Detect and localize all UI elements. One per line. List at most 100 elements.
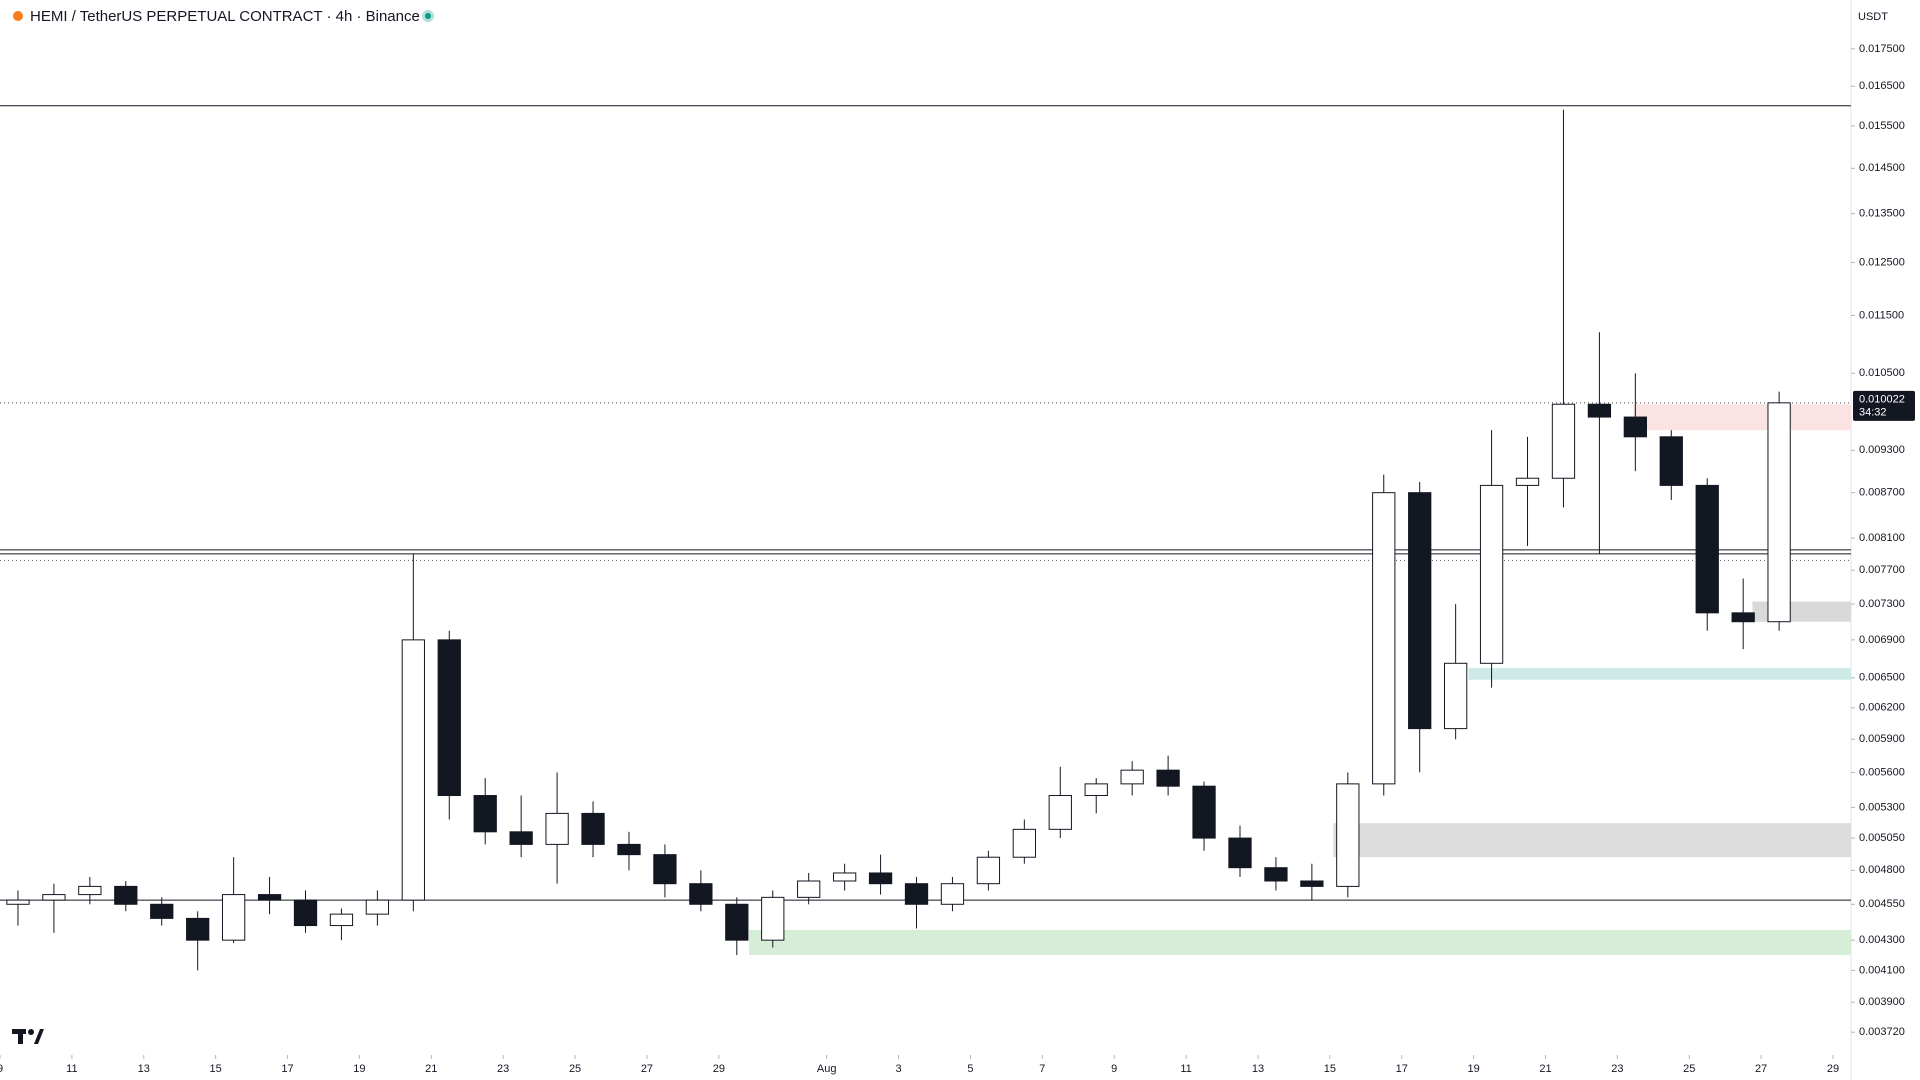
candle-body [221,894,246,941]
candle-body [1192,785,1216,839]
y-tick-label: 0.004550 [1859,898,1905,910]
x-tick-label: 27 [641,1063,653,1075]
chart-title: HEMI / TetherUS PERPETUAL CONTRACT · 4h … [30,8,420,25]
candle-body [940,883,965,905]
zone [1468,668,1851,680]
candle-body [1336,783,1360,887]
candle-body [1012,828,1036,858]
zone [1333,823,1851,858]
candle-body [1515,477,1540,486]
candle-body [1443,662,1468,730]
y-tick-label: 0.016500 [1859,80,1905,92]
candle-body [725,903,749,941]
y-tick-label: 0.005600 [1859,766,1905,778]
x-tick-label: 25 [1683,1063,1695,1075]
last-price-box [1853,390,1915,421]
candle-body [976,856,1001,885]
candle-body [150,903,174,919]
symbol-icon [13,11,23,21]
y-tick-label: 0.005900 [1859,733,1905,745]
candle-body [904,883,929,905]
candle-body [1156,769,1180,787]
candle-body [1084,783,1108,797]
y-tick-label: 0.005300 [1859,801,1905,813]
candle-body [1695,484,1719,614]
candle-body [1228,837,1252,869]
x-tick-label: 23 [1611,1063,1623,1075]
y-tick-label: 0.007300 [1859,598,1905,610]
candle-body [1408,492,1432,730]
y-tick-label: 0.008100 [1859,532,1905,544]
x-tick-label: 25 [569,1063,581,1075]
candle-body [293,899,318,927]
candle-body [473,795,497,833]
x-tick-label: 23 [497,1063,509,1075]
candle-body [1372,492,1396,785]
candle-body [1264,867,1288,882]
x-tick-label: 27 [1755,1063,1767,1075]
candle-body [509,831,533,845]
candle-body [832,872,857,882]
candle-body [617,843,641,856]
y-tick-label: 0.013500 [1859,208,1905,220]
y-tick-label: 0.011500 [1859,309,1904,321]
zone [1752,601,1851,622]
x-tick-label: 7 [1039,1063,1045,1075]
last-price-label: 0.010022 [1859,394,1905,406]
x-tick-label: 13 [138,1063,150,1075]
x-tick-label: 5 [967,1063,973,1075]
y-tick-label: 0.017500 [1859,43,1905,55]
candle-body [1767,402,1791,623]
x-tick-label: 9 [1111,1063,1117,1075]
x-tick-label: 19 [1467,1063,1479,1075]
candle-body [186,917,210,941]
x-tick-label: 3 [895,1063,901,1075]
x-tick-label: 19 [353,1063,365,1075]
candle-body [1479,484,1504,664]
x-tick-label: 17 [281,1063,293,1075]
candle-body [401,639,425,901]
candle-body [761,896,785,941]
candle-body [1300,880,1324,887]
candle-body [1551,403,1576,479]
y-tick-label: 0.014500 [1859,162,1905,174]
y-tick-label: 0.015500 [1859,120,1905,132]
x-tick-label: 21 [1539,1063,1551,1075]
candle-body [689,883,713,905]
countdown-label: 34:32 [1859,407,1887,419]
candle-body [78,885,102,896]
y-tick-label: 0.006900 [1859,634,1905,646]
x-tick-label: 21 [425,1063,437,1075]
x-tick-label: 13 [1252,1063,1264,1075]
candle-body [114,885,138,905]
y-tick-label: 0.009300 [1859,444,1905,456]
x-tick-label: 17 [1396,1063,1408,1075]
y-tick-label: 0.005050 [1859,832,1905,844]
currency-label[interactable]: USDT [1858,11,1888,23]
candle-body [365,899,390,915]
candle-body [1587,403,1612,418]
candle-body [545,812,569,845]
x-tick-label: 29 [713,1063,725,1075]
x-tick-label: 29 [1827,1063,1839,1075]
y-tick-label: 0.003720 [1859,1026,1905,1038]
candle-body [329,913,354,927]
y-tick-label: 0.012500 [1859,256,1905,268]
y-tick-label: 0.003900 [1859,996,1905,1008]
y-tick-label: 0.004100 [1859,964,1905,976]
x-tick-label: 11 [1180,1063,1191,1075]
x-tick-label: 15 [1324,1063,1336,1075]
y-tick-label: 0.006200 [1859,702,1905,714]
candle-body [653,854,677,885]
candle-body [1659,436,1683,486]
candle-body [1731,612,1755,623]
candle-body [437,639,461,797]
y-tick-label: 0.006500 [1859,672,1905,684]
y-tick-label: 0.004300 [1859,934,1905,946]
x-tick-label: 11 [66,1063,77,1075]
candle-body [868,872,893,885]
candle-body [797,880,821,898]
candle-body [1048,795,1072,830]
